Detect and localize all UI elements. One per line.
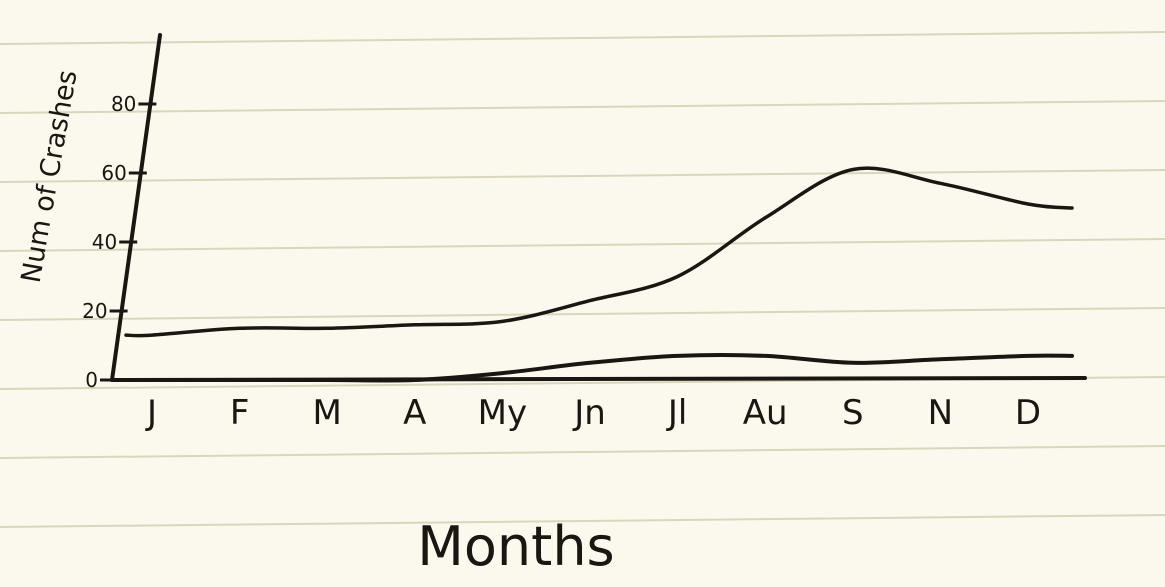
series-1-point [763, 216, 767, 220]
series-2-point [413, 378, 417, 382]
x-tick-label: S [842, 393, 864, 433]
series-1-point [238, 326, 242, 330]
x-ticks: J F M A My Jn Jl Au S N D [145, 393, 1041, 433]
x-tick-label: J [145, 393, 157, 433]
series-2-point [763, 354, 767, 358]
x-tick-label: D [1015, 393, 1041, 433]
x-tick-label: My [478, 393, 527, 433]
series-1-point [500, 319, 504, 323]
y-ticks: 0 20 40 60 80 [82, 92, 157, 392]
ruled-line [0, 238, 1165, 252]
series-2-point [1026, 354, 1030, 358]
y-tick-label: 60 [101, 161, 126, 185]
ruled-line [0, 169, 1165, 183]
series-2-point [851, 361, 855, 365]
series-2-point [500, 371, 504, 375]
y-tick-label: 40 [92, 230, 117, 254]
series-1-point [851, 168, 855, 172]
series-1-point [588, 299, 592, 303]
series-1-point [325, 326, 329, 330]
x-tick-label: Jl [666, 393, 687, 433]
series-2-point [676, 354, 680, 358]
series-1-point [1026, 202, 1030, 206]
y-tick-label: 80 [111, 92, 136, 116]
ruled-line [0, 514, 1165, 528]
x-axis-label: Months [417, 515, 614, 578]
x-tick-label: M [313, 393, 342, 433]
series-line-2 [124, 353, 1074, 383]
ruled-line [0, 307, 1165, 321]
series-2-point [325, 378, 329, 382]
series-1-point [150, 333, 154, 337]
x-tick-label: F [230, 393, 250, 433]
series-line-1 [124, 166, 1074, 338]
series-2-point [238, 378, 242, 382]
series-2-point [150, 378, 154, 382]
ruled-line [0, 445, 1165, 459]
ruled-line [0, 100, 1165, 114]
series-1-point [676, 275, 680, 279]
series-layer [124, 166, 1074, 383]
x-tick-label: Jn [572, 393, 606, 433]
series-1-point [938, 181, 942, 185]
x-tick-label: Au [743, 393, 788, 433]
series-1-point [413, 323, 417, 327]
x-tick-label: N [928, 393, 953, 433]
ruled-lines [0, 31, 1165, 528]
y-tick-label: 0 [85, 368, 98, 392]
ruled-line [0, 31, 1165, 45]
series-2-point [938, 357, 942, 361]
y-tick-label: 20 [82, 299, 107, 323]
series-2-point [588, 361, 592, 365]
y-axis [110, 33, 162, 382]
x-tick-label: A [403, 393, 426, 433]
